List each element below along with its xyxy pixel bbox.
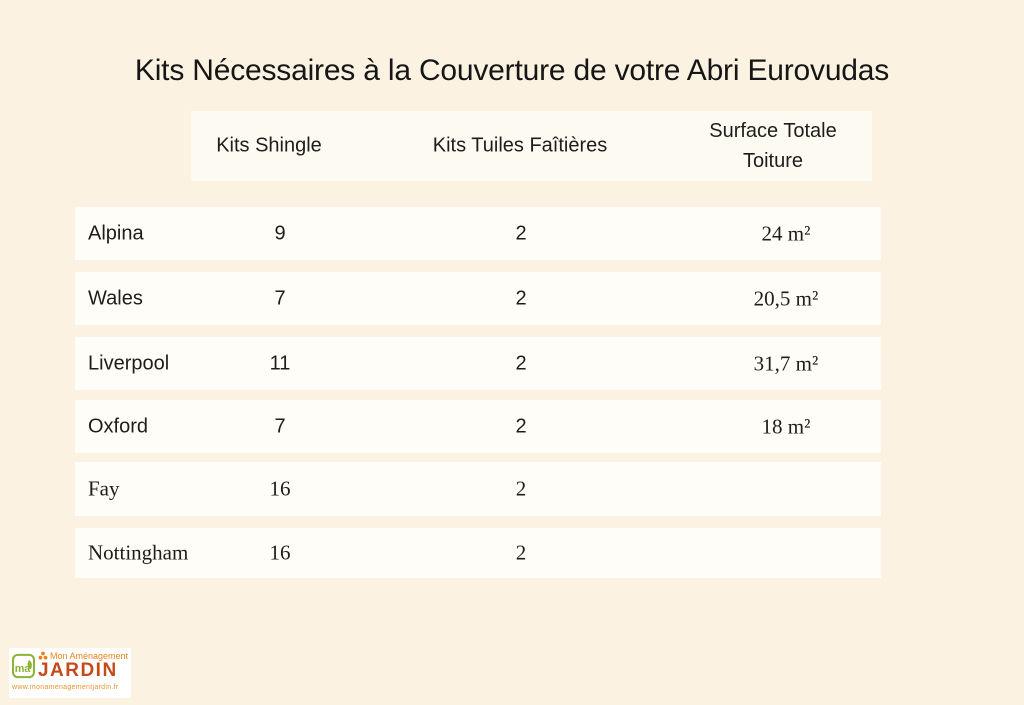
model-name: Fay [88, 476, 120, 501]
table-header: Kits Shingle Kits Tuiles Faîtières Surfa… [191, 111, 872, 181]
kits-tuiles-value: 2 [515, 352, 527, 374]
kits-shingle-value: 11 [269, 352, 291, 374]
clover-icon [38, 651, 48, 660]
page-title: Kits Nécessaires à la Couverture de votr… [134, 54, 890, 87]
table-row-liverpool: Liverpool 11 2 31,7 m² [75, 337, 881, 390]
kits-tuiles-value: 2 [515, 415, 527, 437]
surface-value: 31,7 m² [753, 351, 819, 375]
table-row-fay: Fay 16 2 [75, 462, 881, 516]
kits-shingle-value: 9 [274, 222, 286, 244]
kits-tuiles-value: 2 [515, 476, 527, 501]
model-name: Nottingham [88, 540, 189, 565]
kits-shingle-value: 16 [269, 540, 291, 565]
model-name: Wales [88, 287, 143, 309]
column-header-kits-tuiles-faitieres: Kits Tuiles Faîtières [432, 134, 608, 157]
brand-url: www.monamenagementjardin.fr [12, 684, 119, 691]
column-header-surface-line1: Surface Totale [709, 120, 837, 142]
svg-text:ma: ma [15, 663, 32, 675]
surface-value: 18 m² [761, 414, 811, 438]
model-name: Liverpool [88, 352, 170, 374]
brand-name-line2: JARDIN [37, 660, 118, 681]
brand-logo: ma Mon Aménagement JARDIN www.monamenage… [9, 648, 131, 698]
column-header-surface-line2: Toiture [742, 150, 804, 172]
table-row-wales: Wales 7 2 20,5 m² [75, 272, 881, 325]
kits-tuiles-value: 2 [515, 222, 527, 244]
kits-shingle-value: 7 [274, 287, 286, 309]
kits-tuiles-value: 2 [515, 287, 527, 309]
maj-monogram-icon: ma [12, 653, 35, 679]
model-name: Alpina [88, 222, 144, 244]
model-name: Oxford [88, 415, 149, 437]
kits-tuiles-value: 2 [515, 540, 527, 565]
surface-value: 24 m² [761, 221, 811, 245]
table-row-oxford: Oxford 7 2 18 m² [75, 400, 881, 453]
surface-value: 20,5 m² [753, 286, 819, 310]
table-row-alpina: Alpina 9 2 24 m² [75, 207, 881, 260]
kits-shingle-value: 7 [274, 415, 286, 437]
kits-shingle-value: 16 [269, 476, 291, 501]
brand-name-line1: Mon Aménagement [49, 651, 128, 661]
column-header-surface-totale: Surface Totale Toiture [709, 116, 837, 176]
table-row-nottingham: Nottingham 16 2 [75, 528, 881, 578]
column-header-kits-shingle: Kits Shingle [216, 134, 322, 157]
